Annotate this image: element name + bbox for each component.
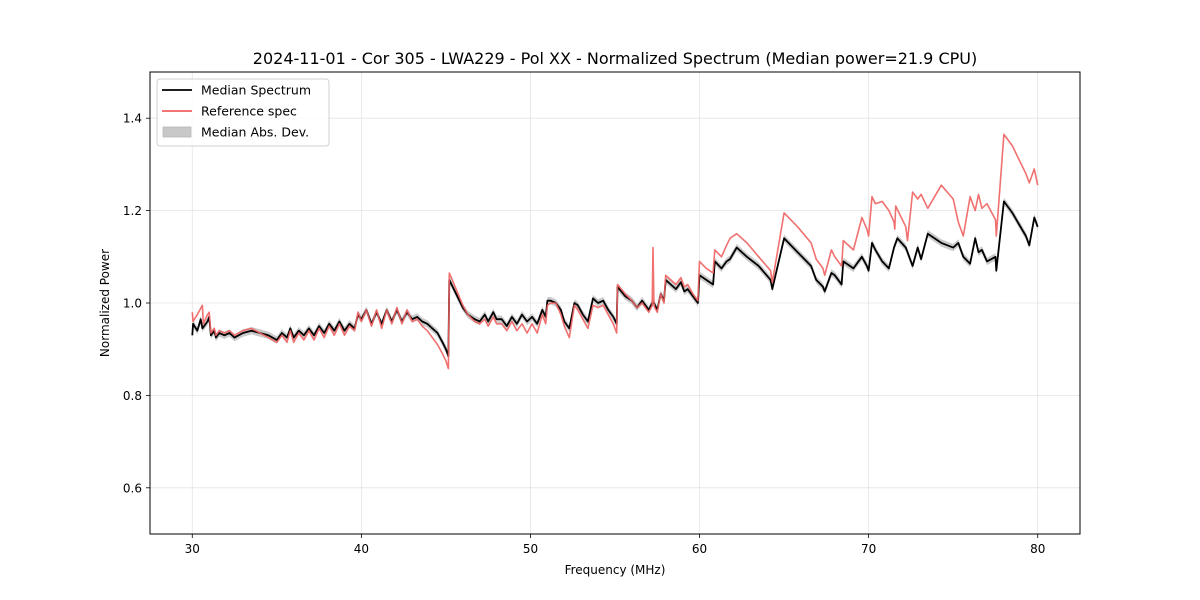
legend-label-reference: Reference spec bbox=[201, 104, 297, 119]
y-tick-label: 1.4 bbox=[123, 112, 142, 126]
y-axis: 0.6 0.8 1.0 1.2 1.4 bbox=[123, 112, 150, 495]
y-tick-label: 1.0 bbox=[123, 297, 142, 311]
series-layer bbox=[191, 133, 1039, 370]
median-spectrum-line bbox=[191, 200, 1039, 358]
legend-box bbox=[156, 78, 330, 147]
x-tick-label: 70 bbox=[861, 542, 876, 556]
y-tick-label: 0.8 bbox=[123, 389, 142, 403]
x-tick-label: 80 bbox=[1030, 542, 1045, 556]
legend-label-mad: Median Abs. Dev. bbox=[201, 125, 309, 140]
x-axis: 30 40 50 60 70 80 bbox=[185, 534, 1045, 556]
reference-spec-line bbox=[191, 133, 1039, 370]
x-tick-label: 60 bbox=[692, 542, 707, 556]
x-tick-label: 30 bbox=[185, 542, 200, 556]
y-tick-label: 1.2 bbox=[123, 204, 142, 218]
legend-label-median: Median Spectrum bbox=[201, 83, 311, 98]
y-tick-label: 0.6 bbox=[123, 481, 142, 495]
grid bbox=[150, 72, 1080, 534]
chart-title: 2024-11-01 - Cor 305 - LWA229 - Pol XX -… bbox=[253, 49, 977, 68]
y-axis-label: Normalized Power bbox=[98, 249, 112, 357]
x-tick-label: 40 bbox=[354, 542, 369, 556]
legend-swatch-mad bbox=[162, 126, 192, 138]
x-tick-label: 50 bbox=[523, 542, 538, 556]
x-axis-label: Frequency (MHz) bbox=[565, 563, 666, 577]
legend: Median Spectrum Reference spec Median Ab… bbox=[156, 78, 330, 147]
